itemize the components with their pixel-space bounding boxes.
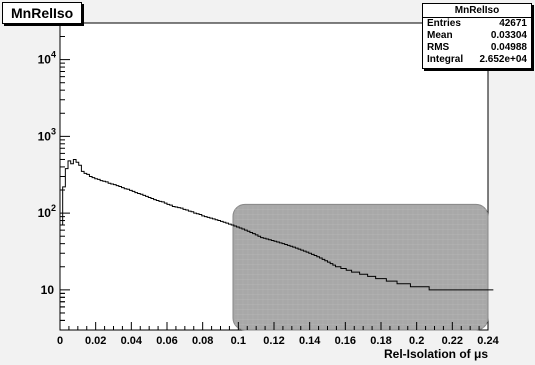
histogram-layer [60, 158, 494, 291]
histogram-line [60, 158, 494, 291]
shaded-region [232, 203, 489, 331]
x-axis: 0 0.02 0.04 0.06 0.08 0.1 0.12 0.14 0.16 0.18 0.2 0… [57, 322, 500, 347]
x-tick-label: 0.22 [442, 335, 463, 347]
stats-value: 0.04988 [490, 42, 527, 53]
stats-title: MnRelIso [423, 4, 531, 18]
x-tick-label: 0.1 [231, 335, 246, 347]
stats-row-integral: Integral 2.652e+04 [423, 54, 531, 66]
chart-title: MnRelIso [2, 2, 83, 24]
x-tick-label: 0 [57, 335, 63, 347]
stats-row-mean: Mean 0.03304 [423, 30, 531, 42]
stats-value: 42671 [499, 18, 527, 29]
x-tick-label: 0.02 [85, 335, 106, 347]
y-tick-label: 103 [38, 126, 56, 143]
stats-row-entries: Entries 42671 [423, 18, 531, 30]
x-axis-label: Rel-Isolation of μs [384, 347, 488, 361]
x-tick-label: 0.06 [156, 335, 177, 347]
stats-label: RMS [427, 42, 450, 53]
stats-box: MnRelIso Entries 42671 Mean 0.03304 RMS … [422, 3, 532, 69]
y-tick-label: 10 [41, 283, 55, 297]
y-axis: 10 102 103 104 [38, 22, 70, 331]
x-tick-label: 0.14 [299, 335, 321, 347]
x-tick-label: 0.18 [370, 335, 391, 347]
x-tick-label: 0.24 [477, 335, 499, 347]
stats-label: Entries [427, 18, 461, 29]
shaded-grid [234, 206, 486, 328]
y-tick-label: 102 [38, 203, 56, 220]
y-tick-label: 104 [38, 50, 56, 67]
stats-row-rms: RMS 0.04988 [423, 42, 531, 54]
stats-value: 0.03304 [490, 30, 527, 41]
x-tick-label: 0.12 [263, 335, 284, 347]
stats-label: Mean [427, 30, 453, 41]
x-tick-label: 0.04 [121, 335, 143, 347]
stats-value: 2.652e+04 [479, 54, 527, 65]
x-tick-label: 0.16 [335, 335, 356, 347]
stats-label: Integral [427, 54, 464, 65]
x-tick-label: 0.08 [192, 335, 213, 347]
shaded-region-layer [232, 203, 489, 331]
x-tick-label: 0.2 [409, 335, 424, 347]
